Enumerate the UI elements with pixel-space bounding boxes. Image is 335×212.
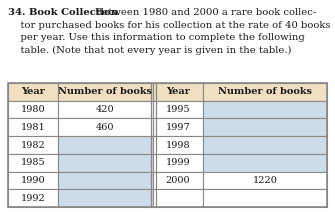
Bar bbox=[203, 83, 327, 101]
Bar bbox=[203, 189, 327, 207]
Text: table. (Note that not every year is given in the table.): table. (Note that not every year is give… bbox=[8, 46, 291, 55]
Text: 420: 420 bbox=[96, 105, 115, 114]
Text: 460: 460 bbox=[96, 123, 115, 132]
Bar bbox=[58, 136, 153, 154]
Bar bbox=[58, 189, 153, 207]
Bar bbox=[203, 119, 327, 136]
Text: per year. Use this information to complete the following: per year. Use this information to comple… bbox=[8, 33, 305, 42]
Text: 1990: 1990 bbox=[21, 176, 45, 185]
Text: Number of books: Number of books bbox=[218, 87, 312, 96]
Bar bbox=[8, 136, 58, 154]
Bar bbox=[58, 119, 153, 136]
Bar bbox=[203, 136, 327, 154]
Text: 1220: 1220 bbox=[253, 176, 277, 185]
Text: 1985: 1985 bbox=[21, 158, 45, 167]
Bar bbox=[8, 189, 58, 207]
Bar bbox=[153, 136, 203, 154]
Text: 1980: 1980 bbox=[21, 105, 45, 114]
Text: Number of books: Number of books bbox=[59, 87, 152, 96]
Text: 2000: 2000 bbox=[166, 176, 190, 185]
Text: 1992: 1992 bbox=[21, 194, 45, 203]
Bar bbox=[153, 189, 203, 207]
Bar bbox=[203, 101, 327, 119]
Text: 1981: 1981 bbox=[21, 123, 45, 132]
Bar bbox=[8, 101, 58, 119]
Text: 1995: 1995 bbox=[166, 105, 190, 114]
Text: 1997: 1997 bbox=[165, 123, 190, 132]
Bar bbox=[8, 119, 58, 136]
Bar bbox=[203, 172, 327, 189]
Bar bbox=[8, 172, 58, 189]
Bar bbox=[153, 154, 203, 172]
Bar bbox=[153, 83, 203, 101]
Text: Between 1980 and 2000 a rare book collec-: Between 1980 and 2000 a rare book collec… bbox=[95, 8, 316, 17]
Text: 1999: 1999 bbox=[166, 158, 190, 167]
Text: Year: Year bbox=[166, 87, 190, 96]
Text: Year: Year bbox=[21, 87, 45, 96]
Bar bbox=[153, 172, 203, 189]
Text: 1982: 1982 bbox=[21, 141, 45, 149]
Bar bbox=[58, 101, 153, 119]
Bar bbox=[153, 101, 203, 119]
Text: 1998: 1998 bbox=[166, 141, 190, 149]
Bar bbox=[203, 154, 327, 172]
Bar bbox=[58, 172, 153, 189]
Bar bbox=[58, 154, 153, 172]
Bar bbox=[8, 83, 58, 101]
Bar bbox=[8, 154, 58, 172]
Text: 34. Book Collection: 34. Book Collection bbox=[8, 8, 118, 17]
Text: tor purchased books for his collection at the rate of 40 books: tor purchased books for his collection a… bbox=[8, 21, 330, 29]
Bar bbox=[8, 83, 327, 207]
Bar bbox=[58, 83, 153, 101]
Bar bbox=[153, 119, 203, 136]
